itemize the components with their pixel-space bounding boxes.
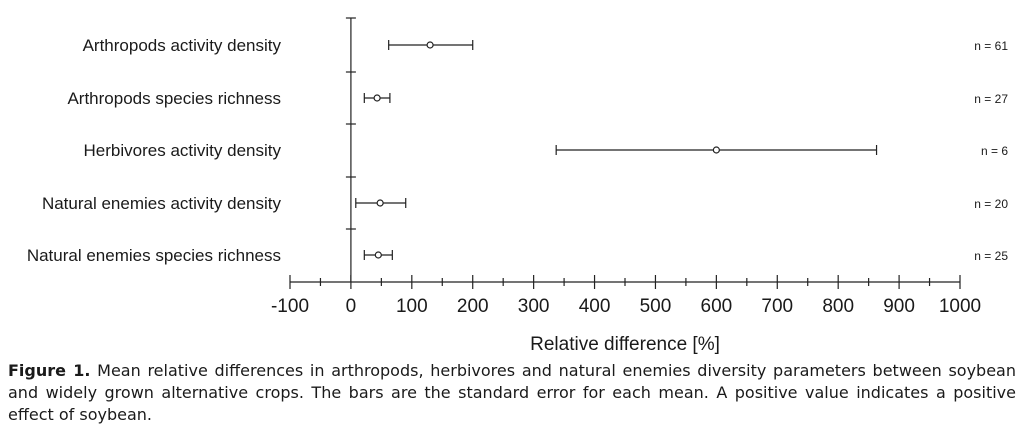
x-tick-label: 0	[346, 296, 357, 317]
x-tick-label: 500	[640, 296, 672, 317]
sample-size-label: n = 20	[974, 197, 1008, 211]
mean-point	[374, 251, 382, 259]
x-tick-label: 700	[761, 296, 793, 317]
x-tick-label: -100	[271, 296, 309, 317]
category-label: Arthropods activity density	[83, 36, 282, 55]
category-label: Natural enemies species richness	[27, 246, 281, 265]
x-tick-label: 200	[457, 296, 489, 317]
mean-point	[373, 94, 381, 102]
marks: Arthropods activity density n = 61 Arthrop…	[27, 36, 1008, 265]
x-tick-label: 100	[396, 296, 428, 317]
x-tick-label: 800	[822, 296, 854, 317]
mean-point	[712, 146, 720, 154]
figure-caption: Figure 1. Mean relative differences in a…	[8, 360, 1016, 426]
x-tick-label: 600	[701, 296, 733, 317]
sample-size-label: n = 61	[974, 39, 1008, 53]
sample-size-label: n = 6	[981, 144, 1008, 158]
figure-caption-label: Figure 1.	[8, 361, 91, 380]
x-tick-label: 900	[883, 296, 915, 317]
sample-size-label: n = 27	[974, 92, 1008, 106]
x-tick-label: 1000	[939, 296, 981, 317]
sample-size-label: n = 25	[974, 249, 1008, 263]
mean-point	[426, 41, 434, 49]
x-tick-label: 400	[579, 296, 611, 317]
category-label: Natural enemies activity density	[42, 194, 282, 213]
figure-caption-text: Mean relative differences in arthropods,…	[8, 361, 1017, 424]
category-label: Arthropods species richness	[67, 89, 281, 108]
axes: -100 0 100 200 300 400 500 600 700 800 900 1000	[271, 17, 981, 317]
category-label: Herbivores activity density	[84, 141, 282, 160]
figure-chart: -100 0 100 200 300 400 500 600 700 800 900 1000 Art…	[27, 17, 1008, 355]
x-axis-label: Relative difference [%]	[530, 334, 720, 355]
mean-point	[376, 199, 384, 207]
x-tick-label: 300	[518, 296, 550, 317]
